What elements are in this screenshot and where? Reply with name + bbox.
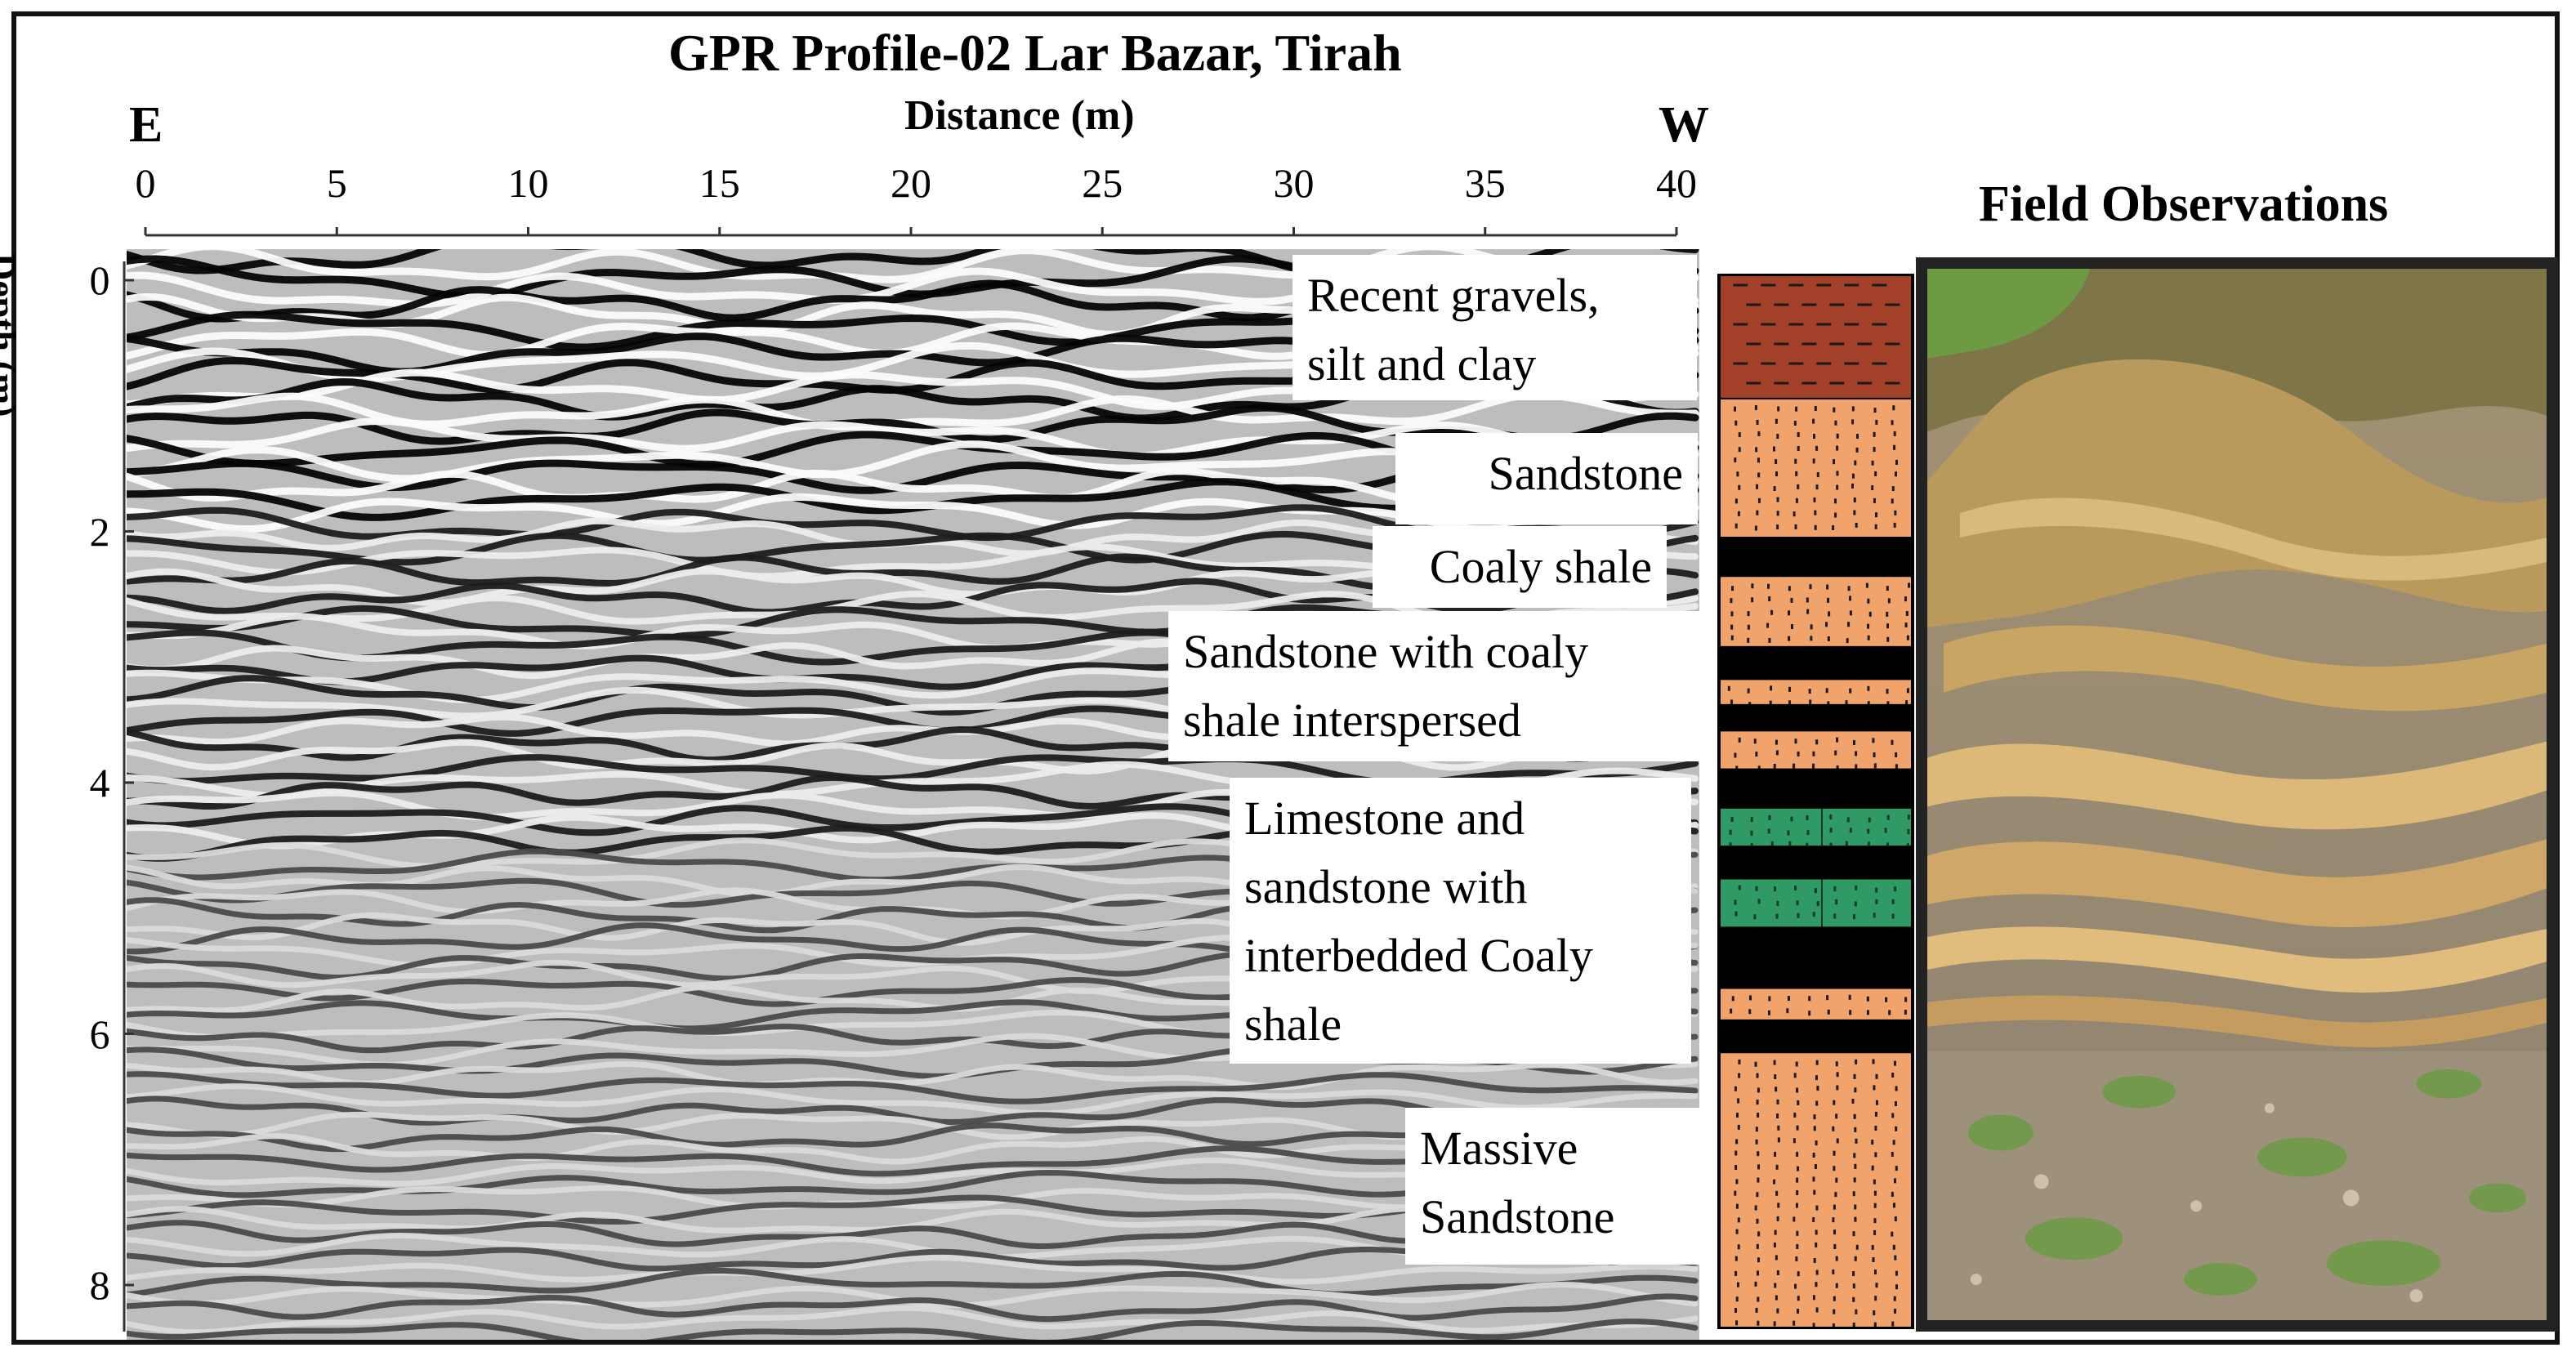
y-tick-label: 2 — [89, 508, 110, 555]
column-layer-sandstone — [1719, 678, 1913, 707]
y-tick-label: 8 — [89, 1262, 110, 1308]
column-layer-coaly-shale — [1719, 703, 1913, 731]
column-layer-coaly-shale — [1719, 846, 1913, 879]
column-outline — [1717, 274, 1914, 1329]
label-line: sandstone with — [1244, 860, 1528, 913]
label-line: Sandstone — [1488, 447, 1683, 500]
label-line: Massive — [1420, 1122, 1578, 1175]
column-layer-sandstone — [1719, 987, 1913, 1020]
direction-east-label: E — [129, 97, 163, 153]
label-line: Recent gravels, — [1307, 269, 1600, 322]
x-tick-label: 10 — [507, 160, 549, 206]
column-layer-sandstone — [1719, 1051, 1913, 1329]
x-tick-label: 5 — [326, 160, 347, 206]
column-layer-limestone — [1719, 806, 1913, 849]
label-line: Sandstone — [1420, 1190, 1615, 1243]
y-tick-label: 6 — [89, 1011, 110, 1057]
label-line: shale — [1244, 997, 1342, 1051]
x-tick-label: 25 — [1082, 160, 1123, 206]
label-sandstone-coaly-shale-interspersed: Sandstone with coaly shale interspersed — [1168, 611, 1699, 761]
label-massive-sandstone: Massive Sandstone — [1405, 1108, 1699, 1265]
label-line: shale interspersed — [1183, 694, 1521, 747]
field-photo-frame — [1916, 257, 2558, 1332]
column-layer-coaly-shale — [1719, 926, 1913, 988]
column-layer-coaly-shale — [1719, 537, 1913, 577]
x-tick-label: 20 — [891, 160, 931, 206]
x-tick-label: 40 — [1656, 160, 1697, 206]
x-tick-label: 0 — [135, 160, 156, 206]
column-layer-sandstone — [1719, 397, 1913, 538]
field-observations-title: Field Observations — [1979, 176, 2389, 232]
column-layer-limestone — [1719, 877, 1913, 928]
label-line: interbedded Coaly — [1244, 929, 1593, 982]
y-tick-label: 0 — [89, 257, 110, 303]
label-line: Coaly shale — [1429, 540, 1652, 593]
column-layer-coaly-shale — [1719, 645, 1913, 680]
label-coaly-shale: Coaly shale — [1373, 526, 1667, 608]
x-axis-label: Distance (m) — [904, 92, 1135, 139]
x-tick-label: 30 — [1273, 160, 1315, 206]
column-layer-coaly-shale — [1719, 1019, 1913, 1053]
label-line: silt and clay — [1307, 337, 1537, 390]
column-layer-silt-clay — [1719, 274, 1913, 399]
direction-west-label: W — [1659, 97, 1709, 153]
figure-title: GPR Profile-02 Lar Bazar, Tirah — [668, 24, 1402, 82]
column-layer-sandstone — [1719, 575, 1913, 647]
label-recent-gravels-silt-clay: Recent gravels, silt and clay — [1292, 255, 1697, 400]
field-outcrop-photo — [1927, 269, 2547, 1320]
stratigraphic-column — [1717, 274, 1914, 1329]
label-sandstone: Sandstone — [1395, 433, 1698, 524]
x-tick-label: 15 — [699, 160, 740, 206]
column-layer-coaly-shale — [1719, 768, 1913, 808]
column-layer-sandstone — [1719, 730, 1913, 771]
label-limestone-sandstone-coaly-shale: Limestone and sandstone with interbedded C… — [1230, 778, 1691, 1064]
label-line: Sandstone with coaly — [1183, 625, 1589, 678]
y-tick-label: 4 — [89, 760, 110, 805]
x-tick-label: 35 — [1464, 160, 1506, 206]
label-line: Limestone and — [1244, 792, 1525, 845]
